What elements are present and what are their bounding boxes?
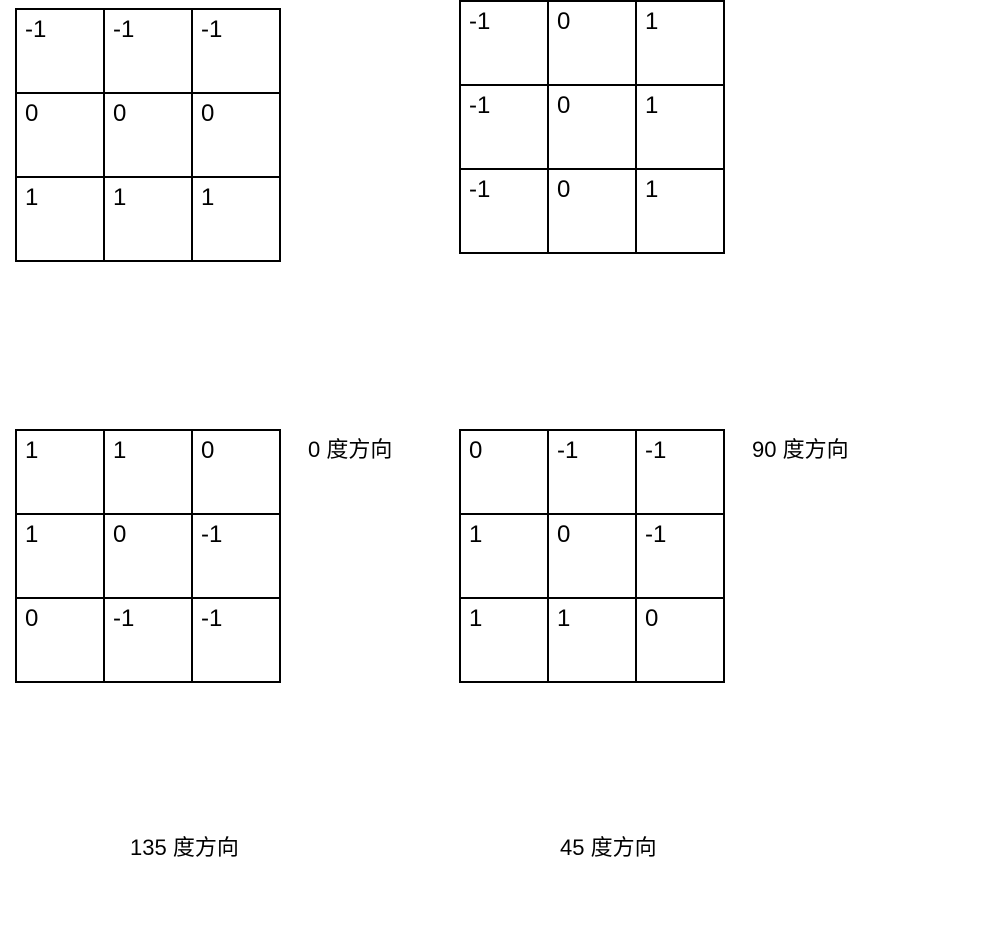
grid-table-bottom-right: 0 -1 -1 1 0 -1 1 1 0: [459, 429, 725, 683]
cell: 0: [548, 85, 636, 169]
cell: 1: [636, 1, 724, 85]
table-row: -1 -1 -1: [16, 9, 280, 93]
cell: -1: [104, 598, 192, 682]
cell: 0: [636, 598, 724, 682]
cell: 0: [460, 430, 548, 514]
grid-bottom-left: 1 1 0 1 0 -1 0 -1 -1: [15, 429, 281, 683]
table-row: 0 -1 -1: [460, 430, 724, 514]
cell: -1: [192, 514, 280, 598]
cell: 1: [460, 598, 548, 682]
cell: 1: [16, 430, 104, 514]
table-row: 1 0 -1: [16, 514, 280, 598]
table-row: 0 -1 -1: [16, 598, 280, 682]
cell: 1: [636, 169, 724, 253]
grid-top-right: -1 0 1 -1 0 1 -1 0 1: [459, 0, 725, 254]
cell: -1: [460, 169, 548, 253]
table-row: 1 1 0: [460, 598, 724, 682]
table-row: 1 1 1: [16, 177, 280, 261]
cell: 0: [548, 514, 636, 598]
grid-bottom-right: 0 -1 -1 1 0 -1 1 1 0: [459, 429, 725, 683]
table-row: 1 1 0: [16, 430, 280, 514]
cell: 0: [192, 430, 280, 514]
table-row: 1 0 -1: [460, 514, 724, 598]
cell: -1: [636, 430, 724, 514]
grid-table-top-right: -1 0 1 -1 0 1 -1 0 1: [459, 0, 725, 254]
cell: -1: [16, 9, 104, 93]
table-row: -1 0 1: [460, 85, 724, 169]
label-135-deg: 135 度方向: [130, 830, 239, 862]
table-row: 0 0 0: [16, 93, 280, 177]
cell: -1: [636, 514, 724, 598]
cell: 0: [104, 93, 192, 177]
cell: 1: [104, 177, 192, 261]
cell: 1: [636, 85, 724, 169]
cell: 0: [16, 93, 104, 177]
cell: 1: [104, 430, 192, 514]
grid-table-top-left: -1 -1 -1 0 0 0 1 1 1: [15, 8, 281, 262]
label-45-deg: 45 度方向: [560, 830, 657, 862]
cell: 0: [104, 514, 192, 598]
cell: 1: [548, 598, 636, 682]
table-row: -1 0 1: [460, 1, 724, 85]
cell: 1: [16, 514, 104, 598]
cell: 1: [460, 514, 548, 598]
cell: 1: [16, 177, 104, 261]
cell: -1: [460, 1, 548, 85]
grid-table-bottom-left: 1 1 0 1 0 -1 0 -1 -1: [15, 429, 281, 683]
cell: -1: [460, 85, 548, 169]
table-row: -1 0 1: [460, 169, 724, 253]
cell: -1: [192, 598, 280, 682]
cell: -1: [192, 9, 280, 93]
cell: 0: [548, 169, 636, 253]
cell: 0: [192, 93, 280, 177]
cell: 0: [548, 1, 636, 85]
cell: 0: [16, 598, 104, 682]
cell: -1: [104, 9, 192, 93]
grid-top-left: -1 -1 -1 0 0 0 1 1 1: [15, 8, 281, 262]
label-90-deg: 90 度方向: [752, 432, 849, 464]
label-0-deg: 0 度方向: [308, 432, 392, 464]
cell: -1: [548, 430, 636, 514]
cell: 1: [192, 177, 280, 261]
